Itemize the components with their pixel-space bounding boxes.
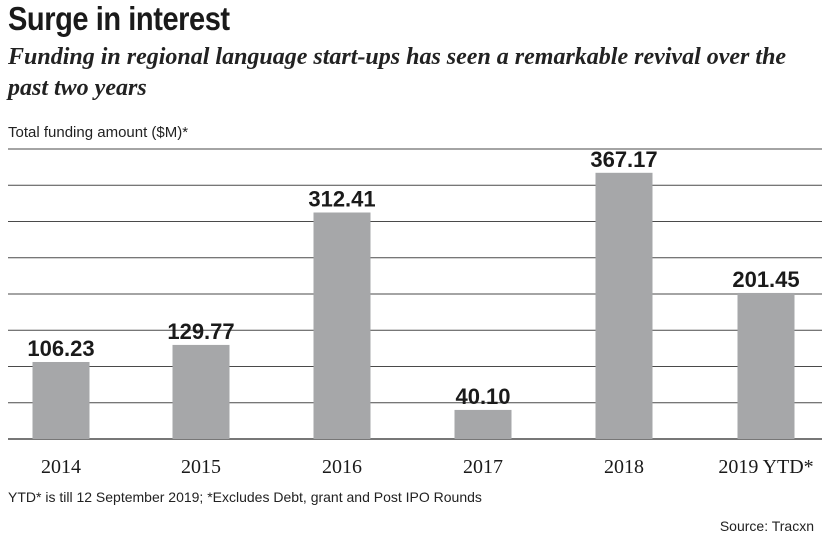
data-label: 40.10 — [455, 384, 510, 409]
data-label: 129.77 — [167, 319, 234, 344]
data-label: 312.41 — [308, 187, 375, 212]
bar — [313, 212, 371, 439]
source-note: Source: Tracxn — [719, 518, 814, 534]
bar-chart: 106.23 129.77 312.41 40.10 367.17 201.45 2014… — [8, 147, 822, 478]
x-tick-label: 2016 — [322, 456, 362, 478]
y-axis-label: Total funding amount ($M)* — [8, 124, 189, 141]
bars — [32, 172, 795, 439]
chart-title: Surge in interest — [8, 0, 230, 37]
x-tick-label: 2014 — [41, 456, 81, 478]
bar — [32, 361, 90, 439]
bar — [454, 409, 512, 439]
x-tick-label: 2015 — [181, 456, 221, 478]
data-label: 201.45 — [732, 267, 799, 292]
bar — [595, 172, 653, 439]
bar — [172, 344, 230, 439]
gridlines — [8, 148, 822, 440]
x-tick-labels: 2014 2015 2016 2017 2018 2019 YTD* — [41, 456, 814, 478]
value-labels: 106.23 129.77 312.41 40.10 367.17 201.45 — [27, 147, 799, 409]
data-label: 106.23 — [27, 336, 94, 361]
data-label: 367.17 — [590, 147, 657, 172]
x-tick-label: 2018 — [604, 456, 644, 478]
x-tick-label: 2019 YTD* — [718, 456, 813, 478]
footnote: YTD* is till 12 September 2019; *Exclude… — [8, 489, 482, 505]
x-tick-label: 2017 — [463, 456, 503, 478]
bar — [737, 292, 795, 439]
chart-subtitle: Funding in regional language start-ups h… — [8, 44, 787, 101]
